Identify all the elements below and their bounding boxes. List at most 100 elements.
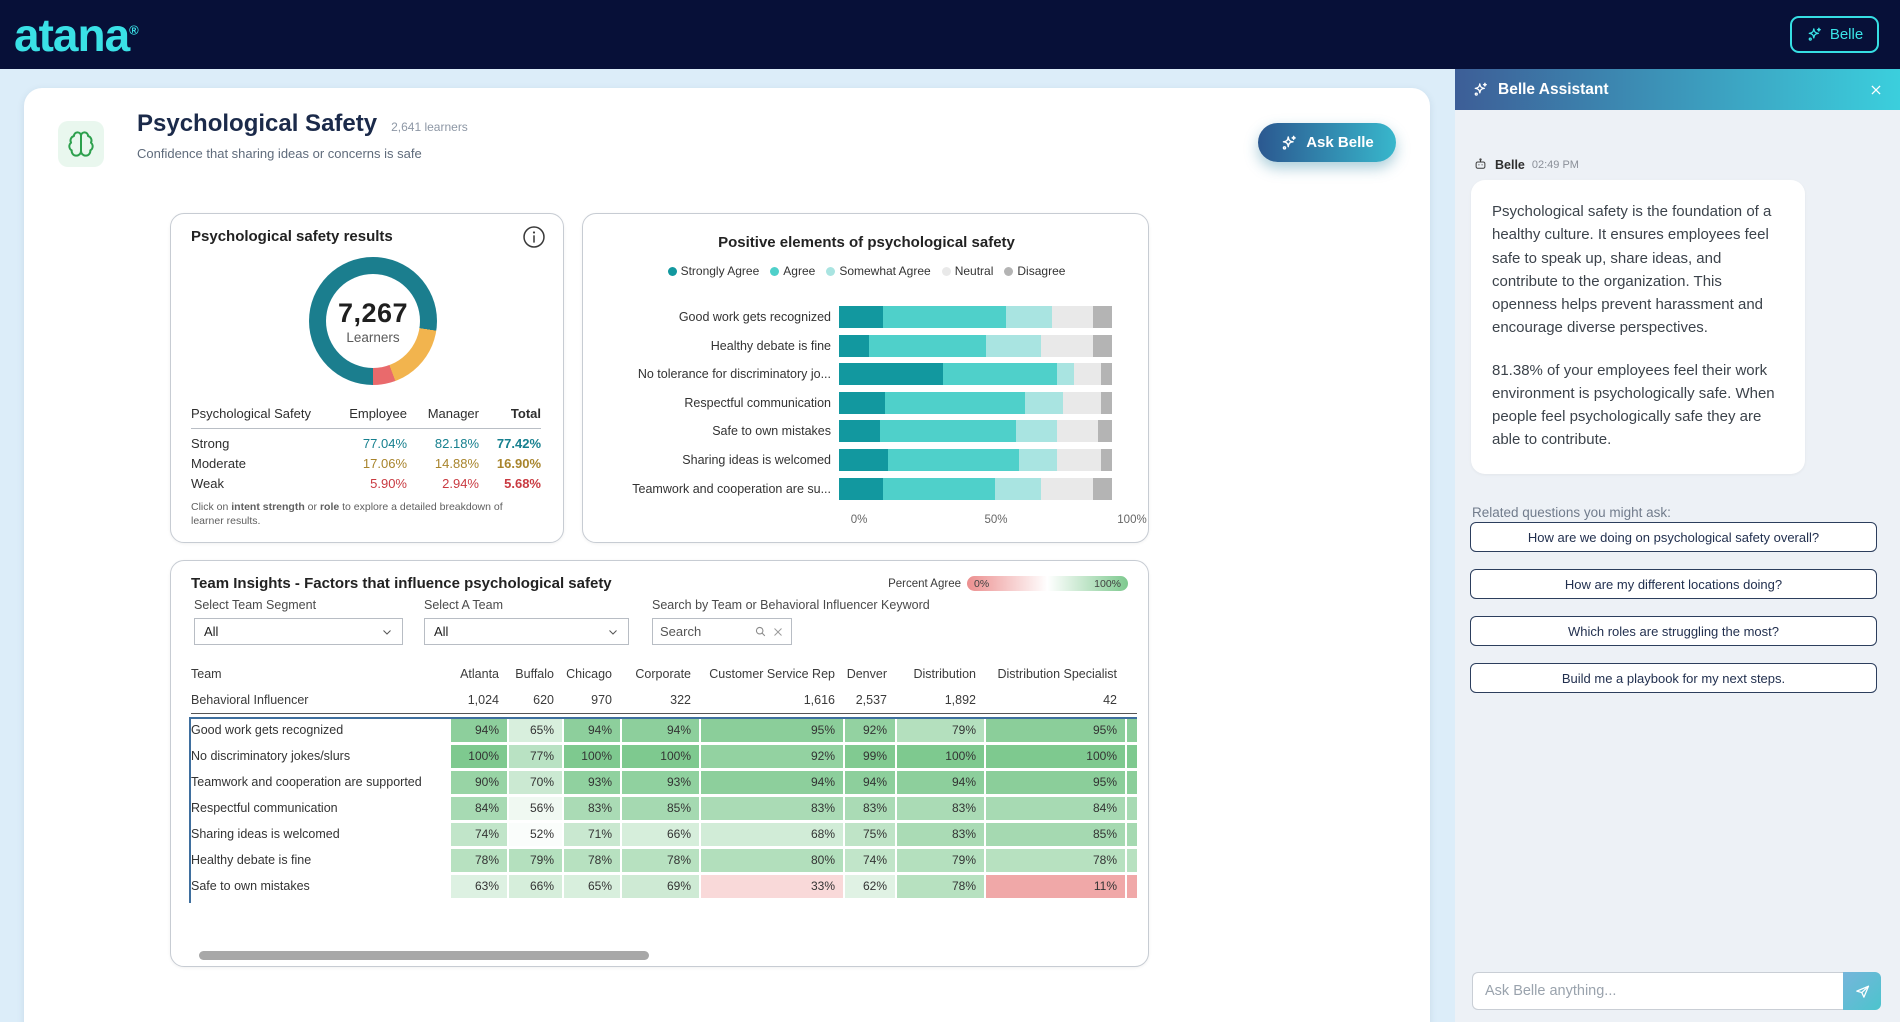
stacked-bar[interactable] [839,306,1112,328]
matrix-row-label[interactable]: Teamwork and cooperation are supported [191,775,422,789]
matrix-cell[interactable]: 79% [509,849,562,872]
matrix-cell[interactable]: 71% [564,823,620,846]
matrix-cell[interactable]: 69% [622,875,699,898]
matrix-cell[interactable]: 83% [845,797,895,820]
matrix-cell[interactable]: 93% [622,771,699,794]
matrix-cell[interactable]: 85% [986,823,1125,846]
ask-belle-button[interactable]: Ask Belle [1258,123,1396,162]
matrix-cell[interactable]: 85% [622,797,699,820]
matrix-cell[interactable]: 33% [701,875,843,898]
belle-toggle-button[interactable]: Belle [1790,16,1879,53]
matrix-column-header[interactable]: Atlanta [460,667,499,681]
matrix-cell[interactable]: 84% [451,797,507,820]
stacked-bar[interactable] [839,448,1112,471]
matrix-cell[interactable]: 79% [897,719,984,742]
matrix-cell[interactable]: 94% [701,771,843,794]
matrix-row-label[interactable]: Safe to own mistakes [191,879,310,893]
matrix-cell[interactable]: 66% [509,875,562,898]
matrix-cell[interactable]: 52% [509,823,562,846]
matrix-row-label[interactable]: Respectful communication [191,801,338,815]
matrix-cell[interactable]: 94% [845,771,895,794]
matrix-cell[interactable]: 78% [451,849,507,872]
matrix-cell[interactable]: 78% [986,849,1125,872]
matrix-cell[interactable]: 100% [564,745,620,768]
chat-input[interactable] [1472,972,1843,1010]
results-col-psychological-safety[interactable]: Psychological Safety [191,405,311,421]
matrix-cell[interactable]: 83% [564,797,620,820]
matrix-cell[interactable]: 65% [509,719,562,742]
results-col-manager[interactable]: Manager [427,405,479,421]
results-col-employee[interactable]: Employee [349,405,407,421]
related-question-button[interactable]: How are we doing on psychological safety… [1470,522,1877,552]
legend-item[interactable]: Strongly Agree [667,264,759,278]
matrix-cell[interactable]: 78% [564,849,620,872]
stacked-bar[interactable] [839,420,1112,443]
legend-item[interactable]: Disagree [1004,264,1065,278]
matrix-cell[interactable]: 77% [509,745,562,768]
legend-item[interactable]: Agree [770,264,815,278]
matrix-cell[interactable]: 94% [451,719,507,742]
matrix-cell[interactable]: 84% [986,797,1125,820]
matrix-cell[interactable]: 99% [845,745,895,768]
matrix-cell[interactable]: 62% [845,875,895,898]
team-filter-dropdown[interactable]: All [424,618,629,645]
matrix-cell[interactable]: 94% [622,719,699,742]
matrix-cell[interactable]: 100% [622,745,699,768]
matrix-row-label[interactable]: Good work gets recognized [191,723,344,737]
matrix-cell[interactable]: 11% [986,875,1125,898]
matrix-cell[interactable]: 70% [509,771,562,794]
matrix-cell[interactable]: 65% [564,875,620,898]
matrix-cell[interactable]: 68% [701,823,843,846]
matrix-cell[interactable]: 95% [986,771,1125,794]
matrix-cell[interactable]: 92% [845,719,895,742]
stacked-bar[interactable] [839,363,1112,386]
matrix-cell[interactable]: 90% [451,771,507,794]
matrix-column-header[interactable]: Customer Service Rep [709,667,835,681]
stacked-bar[interactable] [839,391,1112,414]
stacked-bar[interactable] [839,334,1112,357]
matrix-column-header[interactable]: Chicago [566,667,612,681]
clear-search-icon[interactable] [772,626,784,638]
matrix-cell[interactable]: 63% [451,875,507,898]
search-icon[interactable] [754,625,767,638]
matrix-cell[interactable]: 74% [451,823,507,846]
results-col-total[interactable]: Total [510,405,541,421]
matrix-cell[interactable]: 100% [986,745,1125,768]
matrix-row-label[interactable]: No discriminatory jokes/slurs [191,749,351,763]
matrix-column-header[interactable]: Corporate [635,667,691,681]
matrix-row-label[interactable]: Sharing ideas is welcomed [191,827,340,841]
results-row-moderate[interactable]: Moderate 17.06% 14.88% 16.90% [191,454,541,474]
matrix-cell[interactable]: 94% [564,719,620,742]
results-row-weak[interactable]: Weak 5.90% 2.94% 5.68% [191,473,541,493]
matrix-cell[interactable]: 83% [897,797,984,820]
legend-item[interactable]: Neutral [941,264,993,278]
matrix-column-header[interactable]: Denver [846,667,887,681]
matrix-cell[interactable]: 83% [897,823,984,846]
matrix-cell[interactable]: 83% [701,797,843,820]
matrix-cell[interactable]: 92% [701,745,843,768]
matrix-cell[interactable]: 79% [897,849,984,872]
matrix-cell[interactable]: 80% [701,849,843,872]
matrix-column-header[interactable]: Distribution Specialist [997,667,1118,681]
matrix-row-label[interactable]: Healthy debate is fine [191,853,312,867]
matrix-cell[interactable]: 94% [897,771,984,794]
results-row-strong[interactable]: Strong 77.04% 82.18% 77.42% [191,434,541,454]
matrix-cell[interactable]: 66% [622,823,699,846]
info-icon[interactable] [521,224,547,250]
matrix-cell[interactable]: 78% [622,849,699,872]
related-question-button[interactable]: Build me a playbook for my next steps. [1470,663,1877,693]
matrix-cell[interactable]: 95% [986,719,1125,742]
close-icon[interactable] [1869,83,1883,97]
matrix-column-header[interactable]: Buffalo [515,667,554,681]
related-question-button[interactable]: How are my different locations doing? [1470,569,1877,599]
matrix-cell[interactable]: 95% [701,719,843,742]
matrix-cell[interactable]: 75% [845,823,895,846]
send-button[interactable] [1843,972,1881,1010]
matrix-cell[interactable]: 78% [897,875,984,898]
matrix-cell[interactable]: 56% [509,797,562,820]
legend-item[interactable]: Somewhat Agree [826,264,931,278]
matrix-cell[interactable]: 100% [451,745,507,768]
horizontal-scrollbar-thumb[interactable] [199,951,649,960]
matrix-cell[interactable]: 93% [564,771,620,794]
stacked-bar[interactable] [839,477,1112,500]
